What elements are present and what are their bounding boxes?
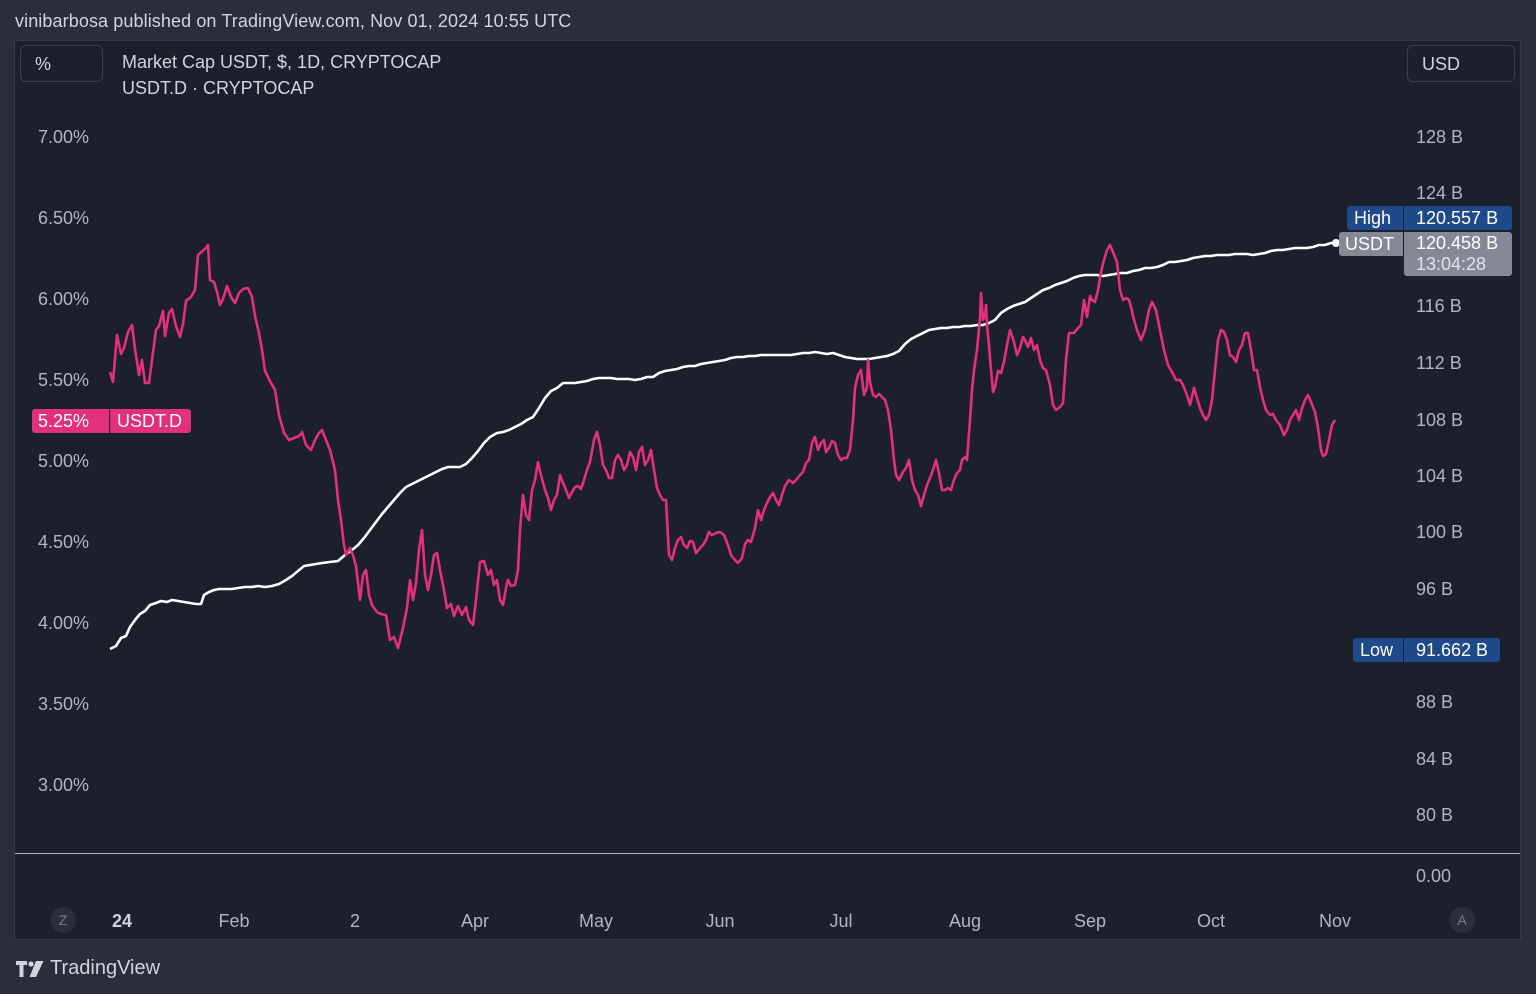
usdt-dominance-name-tag: USDT.D bbox=[110, 409, 191, 433]
x-tick: 2 bbox=[349, 911, 361, 931]
high-label-tag: High bbox=[1347, 206, 1403, 230]
left-tick: 4.00% bbox=[38, 613, 90, 633]
right-tick: 108 B bbox=[1416, 410, 1464, 430]
right-tick: 80 B bbox=[1416, 805, 1454, 825]
usdt-current-value: 120.458 B bbox=[1416, 233, 1499, 253]
percent-scale-button[interactable]: % bbox=[20, 45, 103, 82]
currency-scale-button[interactable]: USD bbox=[1407, 45, 1515, 82]
x-tick: Oct bbox=[1196, 911, 1226, 931]
low-value-tag: 91.662 B bbox=[1404, 638, 1500, 662]
right-tick: 88 B bbox=[1416, 692, 1454, 712]
right-tick: 100 B bbox=[1416, 522, 1464, 542]
x-tick: Aug bbox=[948, 911, 982, 931]
left-tick: 3.00% bbox=[38, 775, 90, 795]
x-tick: May bbox=[578, 911, 614, 931]
tradingview-brand[interactable]: TradingView bbox=[16, 957, 160, 980]
left-tick: 4.50% bbox=[38, 532, 90, 552]
x-tick: Sep bbox=[1073, 911, 1107, 931]
right-tick: 104 B bbox=[1416, 466, 1464, 486]
brand-name: TradingView bbox=[50, 957, 161, 979]
bar-countdown: 13:04:28 bbox=[1416, 254, 1487, 274]
usdt-dominance-value-tag: 5.25% bbox=[32, 409, 109, 433]
right-tick: 128 B bbox=[1416, 127, 1464, 147]
x-tick: Jun bbox=[705, 911, 735, 931]
chart-frame[interactable] bbox=[14, 40, 1521, 940]
tradingview-logo-icon bbox=[16, 960, 44, 977]
usdt-name-tag: USDT bbox=[1339, 232, 1403, 256]
left-tick: 5.00% bbox=[38, 451, 90, 471]
left-tick: 6.00% bbox=[38, 289, 90, 309]
x-tick: Nov bbox=[1318, 911, 1352, 931]
legend-market-cap[interactable]: Market Cap USDT, $, 1D, CRYPTOCAP bbox=[122, 52, 442, 72]
published-caption: vinibarbosa published on TradingView.com… bbox=[15, 11, 572, 31]
right-tick: 124 B bbox=[1416, 183, 1464, 203]
zoom-reset-button[interactable]: Z bbox=[50, 907, 76, 933]
usdt-value-tag: 120.458 B 13:04:28 bbox=[1404, 232, 1512, 276]
usdt-dominance-line bbox=[108, 243, 1337, 650]
right-tick: 112 B bbox=[1416, 353, 1462, 373]
x-tick: Jul bbox=[829, 911, 853, 931]
low-label-tag: Low bbox=[1353, 638, 1403, 662]
market-cap-line bbox=[109, 241, 1336, 651]
market-cap-last-point bbox=[1332, 239, 1340, 247]
x-tick: 24 bbox=[111, 911, 133, 931]
left-tick: 3.50% bbox=[38, 694, 90, 714]
right-tick: 116 B bbox=[1416, 296, 1462, 316]
x-tick: Apr bbox=[460, 911, 490, 931]
high-value-tag: 120.557 B bbox=[1404, 206, 1512, 230]
legend-usdt-dominance[interactable]: USDT.D · CRYPTOCAP bbox=[122, 78, 315, 98]
right-tick: 96 B bbox=[1416, 579, 1454, 599]
left-tick: 5.50% bbox=[38, 370, 90, 390]
right-tick: 84 B bbox=[1416, 749, 1454, 769]
pane-separator[interactable] bbox=[15, 853, 1520, 854]
lower-pane-tick: 0.00 bbox=[1416, 866, 1452, 886]
left-tick: 6.50% bbox=[38, 208, 90, 228]
left-tick: 7.00% bbox=[38, 127, 90, 147]
x-tick: Feb bbox=[218, 911, 250, 931]
auto-scale-button[interactable]: A bbox=[1449, 907, 1475, 933]
